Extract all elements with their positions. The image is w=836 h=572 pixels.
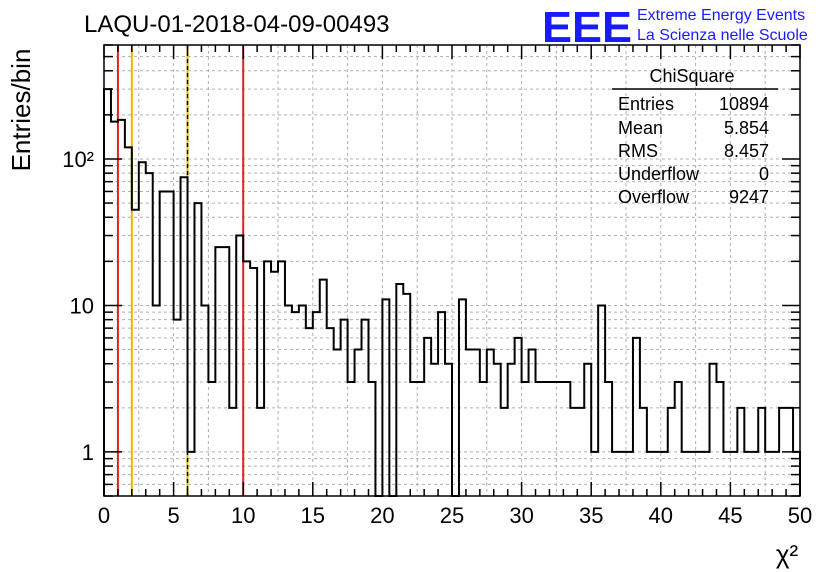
stats-value-entries: 10894	[719, 94, 769, 114]
x-ticks: 0 5 10 15 20 25 30 35 40 45 50	[98, 45, 812, 528]
x-axis-label: χ²	[776, 539, 799, 569]
logo-line-2: La Scienza nelle Scuole	[637, 27, 808, 44]
y-tick-label: 10²	[62, 147, 94, 172]
x-tick-label: 5	[167, 503, 179, 528]
stats-title: ChiSquare	[649, 66, 734, 86]
x-tick-label: 45	[718, 503, 742, 528]
stats-value-overflow: 9247	[729, 187, 769, 207]
y-axis-label: Entries/bin	[6, 49, 36, 172]
stats-box: ChiSquare Entries 10894 Mean 5.854 RMS 8…	[612, 66, 778, 207]
x-tick-label: 25	[440, 503, 464, 528]
stats-label-entries: Entries	[618, 94, 674, 114]
stats-value-mean: 5.854	[724, 118, 769, 138]
x-tick-label: 10	[231, 503, 255, 528]
histogram-step	[103, 88, 801, 497]
logo-line-1: Extreme Energy Events	[637, 7, 805, 24]
x-tick-label: 35	[579, 503, 603, 528]
stats-value-rms: 8.457	[724, 141, 769, 161]
stats-label-underflow: Underflow	[618, 164, 700, 184]
x-tick-label: 20	[370, 503, 394, 528]
x-tick-label: 15	[301, 503, 325, 528]
run-title: LAQU-01-2018-04-09-00493	[84, 11, 390, 38]
stats-value-underflow: 0	[759, 164, 769, 184]
eee-logo: EEE	[542, 3, 632, 52]
y-ticks: 1 10 10²	[62, 44, 800, 497]
y-tick-label: 1	[82, 440, 94, 465]
stats-label-rms: RMS	[618, 141, 658, 161]
x-tick-label: 30	[509, 503, 533, 528]
x-tick-label: 50	[788, 503, 812, 528]
stats-label-mean: Mean	[618, 118, 663, 138]
x-tick-label: 0	[98, 503, 110, 528]
stats-label-overflow: Overflow	[618, 187, 690, 207]
y-tick-label: 10	[70, 293, 94, 318]
x-tick-label: 40	[649, 503, 673, 528]
